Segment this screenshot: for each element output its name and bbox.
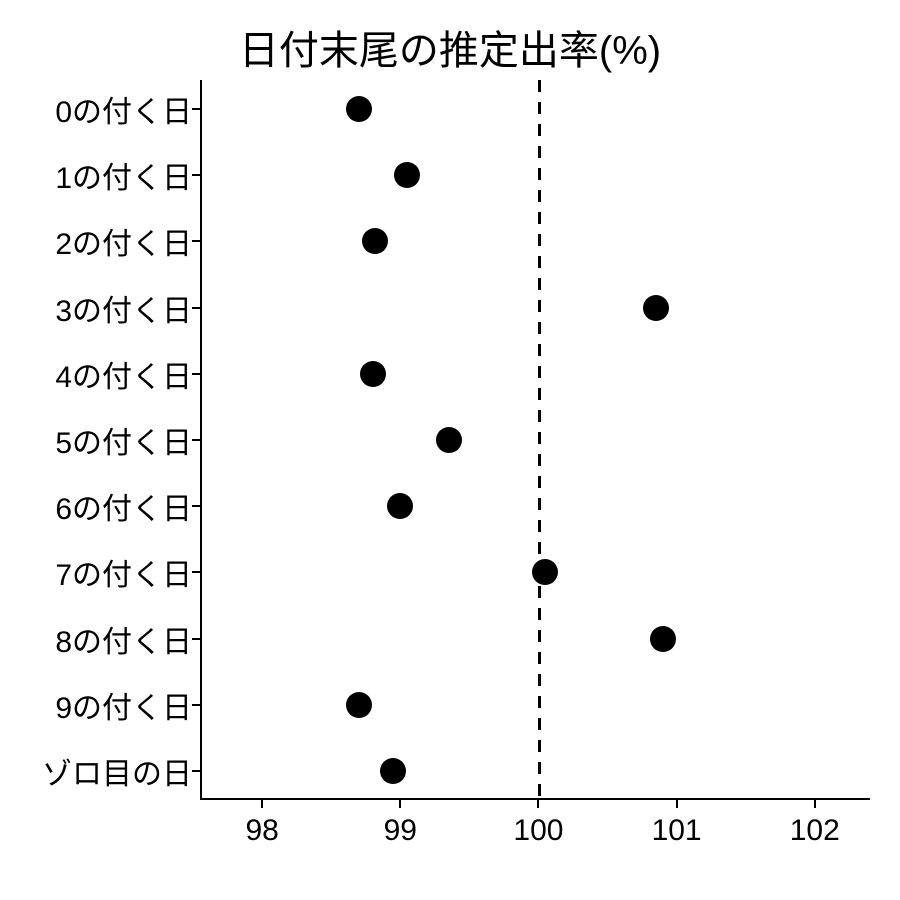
y-tick-label: ゾロ目の日 (42, 749, 200, 793)
chart-title: 日付末尾の推定出率(%) (239, 18, 661, 76)
y-tick-label: 7の付く日 (55, 550, 200, 594)
y-tick-label: 3の付く日 (55, 286, 200, 330)
y-tick-label: 9の付く日 (55, 683, 200, 727)
data-point (360, 361, 386, 387)
data-point (346, 692, 372, 718)
data-point (380, 758, 406, 784)
chart-container: 日付末尾の推定出率(%) 98991001011020の付く日1の付く日2の付く… (0, 0, 900, 900)
y-tick-label: 0の付く日 (55, 87, 200, 131)
x-tick-label: 100 (513, 800, 563, 848)
data-point (346, 96, 372, 122)
x-tick-label: 98 (245, 800, 278, 848)
y-tick-label: 2の付く日 (55, 219, 200, 263)
y-tick-label: 6の付く日 (55, 484, 200, 528)
y-tick-label: 1の付く日 (55, 153, 200, 197)
x-tick-label: 99 (384, 800, 417, 848)
plot-area: 98991001011020の付く日1の付く日2の付く日3の付く日4の付く日5の… (200, 80, 870, 800)
y-tick-label: 4の付く日 (55, 352, 200, 396)
y-tick-label: 5の付く日 (55, 418, 200, 462)
data-point (532, 559, 558, 585)
reference-line (538, 80, 541, 800)
y-axis-line (200, 80, 202, 800)
y-tick-label: 8の付く日 (55, 617, 200, 661)
data-point (387, 493, 413, 519)
data-point (394, 162, 420, 188)
data-point (643, 295, 669, 321)
data-point (362, 228, 388, 254)
x-tick-label: 102 (790, 800, 840, 848)
data-point (650, 626, 676, 652)
data-point (436, 427, 462, 453)
x-tick-label: 101 (652, 800, 702, 848)
